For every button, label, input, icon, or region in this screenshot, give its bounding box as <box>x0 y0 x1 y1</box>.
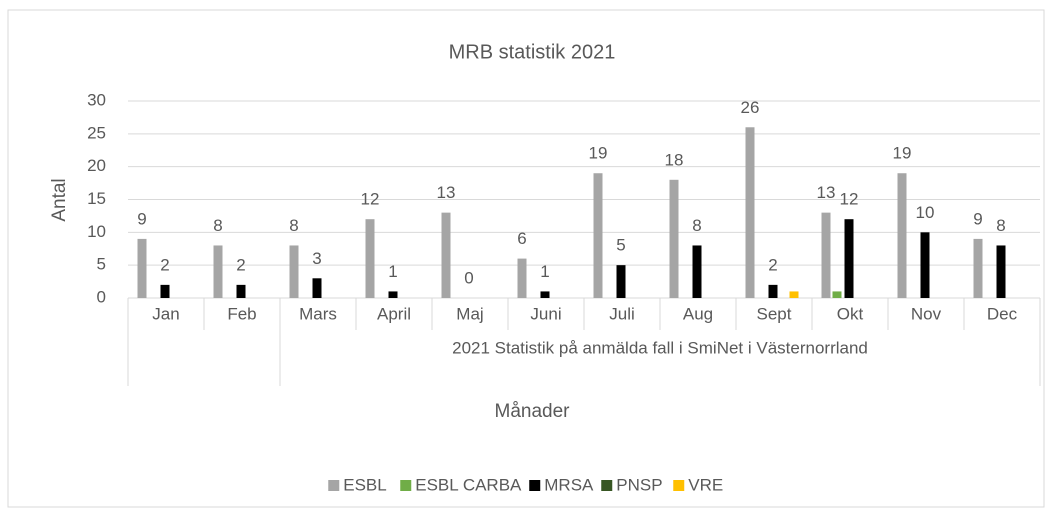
x-tick-label: Okt <box>837 304 864 323</box>
bar <box>768 284 778 298</box>
bar <box>312 278 322 298</box>
chart-border <box>7 9 1045 508</box>
bar <box>996 245 1006 298</box>
data-label: 1 <box>540 262 549 281</box>
bar <box>973 238 983 298</box>
x-tick-label: Mars <box>299 304 337 323</box>
bar <box>897 173 907 298</box>
legend-swatch <box>673 480 685 491</box>
data-label: 5 <box>616 236 625 255</box>
data-label: 2 <box>236 255 245 274</box>
data-label: 3 <box>312 249 321 268</box>
y-tick-label: 25 <box>87 123 106 142</box>
bar <box>821 212 831 298</box>
legend-swatch <box>601 480 613 491</box>
bar <box>289 245 299 298</box>
y-tick-label: 20 <box>87 156 106 175</box>
legend-label: ESBL CARBA <box>415 475 522 494</box>
x-tick-label: Nov <box>911 304 942 323</box>
bar <box>213 245 223 298</box>
y-tick-label: 5 <box>97 255 106 274</box>
legend-swatch <box>328 480 340 491</box>
bar <box>692 245 702 298</box>
bar <box>832 291 842 298</box>
y-tick-label: 10 <box>87 222 106 241</box>
x-tick-label: Maj <box>456 304 483 323</box>
bar <box>236 284 246 298</box>
data-label: 0 <box>464 268 473 287</box>
legend-swatch <box>529 480 541 491</box>
legend-label: ESBL <box>343 475 386 494</box>
y-tick-label: 30 <box>87 90 106 109</box>
data-label: 13 <box>817 183 836 202</box>
data-label: 8 <box>213 216 222 235</box>
bar <box>137 238 147 298</box>
data-label: 8 <box>692 216 701 235</box>
data-label: 26 <box>741 98 760 117</box>
bar <box>616 265 626 298</box>
y-tick-label: 15 <box>87 189 106 208</box>
bar <box>441 212 451 298</box>
legend-label: VRE <box>688 475 723 494</box>
x-axis-label: Månader <box>495 401 571 422</box>
data-label: 12 <box>840 190 859 209</box>
bar <box>844 219 854 298</box>
data-label: 18 <box>665 150 684 169</box>
chart-title: MRB statistik 2021 <box>449 41 616 63</box>
x-tick-label: April <box>377 304 411 323</box>
y-axis-label: Antal <box>49 178 70 221</box>
bar <box>789 291 799 298</box>
data-label: 12 <box>361 190 380 209</box>
legend-label: MRSA <box>544 475 594 494</box>
x-tick-label: Aug <box>683 304 713 323</box>
y-tick-label: 0 <box>97 287 106 306</box>
bar <box>365 219 375 298</box>
bar <box>920 232 930 298</box>
bar <box>745 127 755 299</box>
data-label: 13 <box>437 183 456 202</box>
x-tick-label: Juni <box>530 304 561 323</box>
data-label: 8 <box>289 216 298 235</box>
legend-label: PNSP <box>616 475 662 494</box>
x-tick-label: Sept <box>757 304 792 323</box>
x-tick-label: Dec <box>987 304 1018 323</box>
data-label: 6 <box>517 229 526 248</box>
data-label: 2 <box>768 255 777 274</box>
bar <box>388 291 398 298</box>
data-label: 2 <box>160 255 169 274</box>
data-label: 1 <box>388 262 397 281</box>
bar <box>517 258 527 298</box>
data-label: 8 <box>996 216 1005 235</box>
bar <box>160 284 170 298</box>
legend-swatch <box>400 480 412 491</box>
data-label: 10 <box>916 203 935 222</box>
data-label: 19 <box>589 144 608 163</box>
data-label: 19 <box>893 144 912 163</box>
x-tick-label: Juli <box>609 304 635 323</box>
group-label: 2021 Statistik på anmälda fall i SmiNet … <box>452 338 868 357</box>
bar <box>669 179 679 298</box>
x-tick-label: Feb <box>227 304 256 323</box>
data-label: 9 <box>137 209 146 228</box>
x-tick-label: Jan <box>152 304 179 323</box>
bar <box>593 173 603 298</box>
bar <box>540 291 550 298</box>
data-label: 9 <box>973 209 982 228</box>
